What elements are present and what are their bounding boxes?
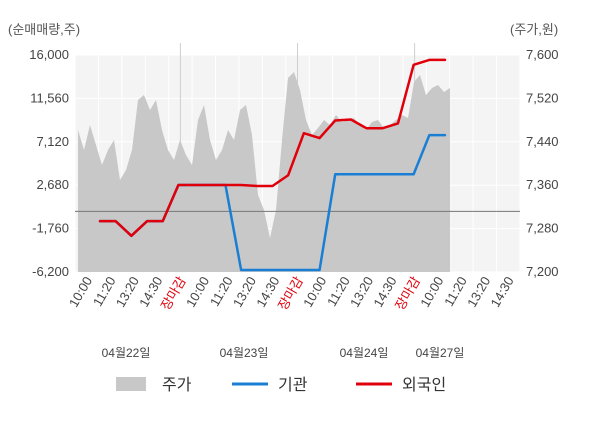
x-tick-label: 10:00: [300, 274, 329, 310]
y-left-tick-label: 16,000: [29, 47, 69, 62]
x-tick-label: 장마감: [275, 274, 306, 313]
x-tick-label: 13:20: [113, 274, 142, 310]
legend-swatch-price: [116, 377, 146, 391]
x-tick-label: 10:00: [183, 274, 212, 310]
legend-label: 외국인: [402, 376, 446, 394]
date-label: 04월23일: [220, 346, 269, 360]
x-tick-label: 장마감: [158, 274, 189, 313]
y-right-tick-label: 7,200: [526, 264, 559, 279]
y-left-tick-label: -6,200: [32, 264, 69, 279]
foreign-line: [98, 58, 447, 238]
y-right-tick-label: 7,600: [526, 47, 559, 62]
date-label: 04월24일: [340, 346, 389, 360]
y-left-ticks: 16,000 11,560 7,120 2,680 -1,760 -6,200: [29, 47, 69, 279]
x-tick-label: 10:00: [417, 274, 446, 310]
y-right-axis-label: (주가,원): [510, 22, 558, 37]
y-right-tick-label: 7,360: [526, 177, 559, 192]
y-right-ticks: 7,600 7,520 7,440 7,360 7,280 7,200: [526, 47, 559, 279]
x-tick-label: 10:00: [66, 274, 95, 310]
y-left-tick-label: 2,680: [36, 177, 69, 192]
x-tick-label: 13:20: [347, 274, 376, 310]
chart-legend: 주가 기관 외국인: [116, 376, 446, 394]
x-tick-label: 장마감: [392, 274, 423, 313]
y-left-tick-label: 11,560: [30, 90, 69, 105]
y-right-tick-label: 7,280: [526, 221, 559, 236]
x-tick-label: 13:20: [230, 274, 259, 310]
x-ticks: 10:0011:2013:2014:30장마감10:0011:2013:2014…: [66, 274, 517, 313]
x-tick-label: 14:30: [487, 274, 516, 310]
date-label: 04월22일: [102, 346, 151, 360]
date-labels: 04월22일 04월23일 04월24일 04월27일: [102, 346, 465, 360]
legend-label: 주가: [162, 376, 192, 394]
flow-lines: [98, 58, 447, 272]
y-left-axis-label: (순매매량,주): [8, 22, 80, 37]
legend-label: 기관: [278, 376, 308, 394]
y-left-tick-label: 7,120: [36, 134, 69, 149]
y-left-tick-label: -1,760: [32, 221, 69, 236]
date-label: 04월27일: [416, 346, 465, 360]
y-right-tick-label: 7,520: [526, 90, 559, 105]
y-right-tick-label: 7,440: [526, 134, 559, 149]
x-tick-label: 13:20: [464, 274, 493, 310]
